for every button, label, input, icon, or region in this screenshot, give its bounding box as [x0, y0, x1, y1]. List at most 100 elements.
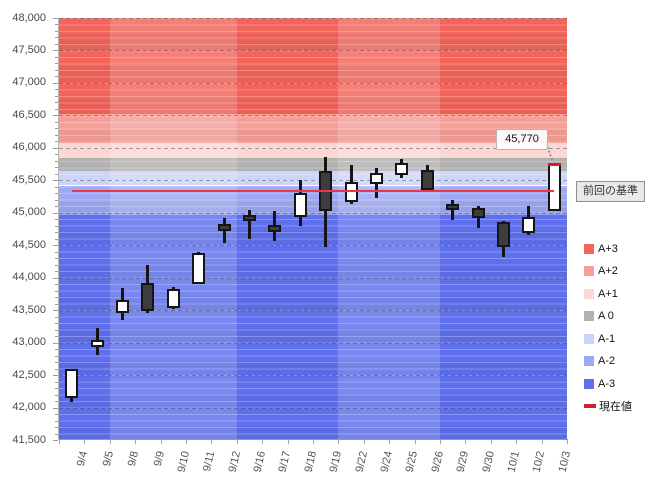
- candle-9-25-body: [395, 163, 409, 176]
- candle-9-5-body: [90, 340, 104, 347]
- y-axis-tick: [53, 277, 58, 279]
- x-axis-label: 10/3: [0, 446, 573, 474]
- legend-item-a0: A 0: [584, 310, 614, 322]
- y-axis-label: 46,000: [12, 141, 46, 154]
- current-value-marker: [547, 162, 561, 166]
- gridline-47500: [59, 50, 567, 52]
- band-a+1: [59, 142, 567, 159]
- x-axis-tick: [262, 440, 264, 444]
- x-axis-tick: [236, 440, 238, 444]
- y-axis-minor-tick: [55, 271, 58, 273]
- legend-color-swatch: [584, 333, 594, 344]
- y-axis-minor-tick: [55, 121, 58, 123]
- legend-item-a+2: A+2: [584, 265, 618, 277]
- y-axis-line: [58, 18, 59, 440]
- gridline-46500: [59, 115, 567, 117]
- legend-label: A-1: [598, 332, 616, 345]
- y-axis-minor-tick: [55, 134, 58, 136]
- y-axis-minor-tick: [55, 232, 58, 234]
- y-axis-label: 43,000: [12, 336, 46, 349]
- y-axis-minor-tick: [55, 30, 58, 32]
- x-axis-tick: [541, 440, 543, 444]
- week-column-2: [109, 18, 237, 440]
- y-axis-minor-tick: [55, 368, 58, 370]
- y-axis-label: 48,000: [12, 11, 46, 24]
- baseline-tag: 前回の基準: [576, 181, 645, 203]
- minor-gridlines: [59, 18, 567, 440]
- y-axis-tick: [53, 50, 58, 52]
- y-axis-minor-tick: [55, 63, 58, 65]
- y-axis-minor-tick: [55, 160, 58, 162]
- x-axis-tick: [440, 440, 441, 444]
- y-axis-label: 45,000: [12, 206, 46, 219]
- gridline-46000: [59, 147, 567, 149]
- y-axis-minor-tick: [55, 225, 58, 227]
- y-axis-tick: [53, 115, 58, 117]
- candle-9-11-body: [192, 253, 206, 284]
- y-axis-minor-tick: [55, 37, 58, 39]
- legend-item-a-3: A-3: [584, 378, 615, 390]
- y-axis-minor-tick: [55, 238, 58, 240]
- y-axis-minor-tick: [55, 290, 58, 292]
- candle-9-17-body: [268, 225, 282, 232]
- y-axis-tick: [53, 147, 58, 149]
- y-axis-tick: [53, 245, 58, 247]
- y-axis-minor-tick: [55, 219, 58, 221]
- y-axis-minor-tick: [55, 102, 58, 104]
- y-axis-minor-tick: [55, 186, 58, 188]
- y-axis-minor-tick: [55, 56, 58, 58]
- candle-9-29-body: [446, 204, 460, 211]
- y-axis-minor-tick: [55, 433, 58, 435]
- band-a0: [59, 158, 567, 171]
- y-axis-minor-tick: [55, 297, 58, 299]
- y-axis-tick: [53, 440, 58, 441]
- y-axis-label: 45,500: [12, 173, 46, 186]
- x-axis-tick: [211, 440, 213, 444]
- legend-color-swatch: [584, 266, 594, 277]
- y-axis-minor-tick: [55, 394, 58, 396]
- y-axis-minor-tick: [55, 264, 58, 266]
- legend-label: A+2: [598, 265, 618, 278]
- y-axis-label: 43,500: [12, 303, 46, 316]
- y-axis-minor-tick: [55, 362, 58, 364]
- y-axis-minor-tick: [55, 316, 58, 318]
- candle-9-24-body: [370, 172, 383, 184]
- x-axis-tick: [84, 440, 86, 444]
- y-axis-minor-tick: [55, 43, 58, 45]
- legend-color-swatch: [584, 244, 594, 254]
- y-axis-label: 41,500: [12, 433, 46, 446]
- x-axis-tick: [465, 440, 467, 444]
- legend-item-a-2: A-2: [584, 355, 615, 367]
- y-axis-minor-tick: [55, 381, 58, 383]
- candle-9-8-body: [116, 299, 129, 313]
- gridline-45500: [59, 180, 567, 182]
- candle-9-26-body: [420, 169, 434, 191]
- candle-9-16-body: [243, 215, 256, 222]
- y-axis-minor-tick: [55, 336, 58, 338]
- gridline-44500: [59, 245, 567, 247]
- x-axis-tick: [363, 440, 365, 444]
- y-axis-minor-tick: [55, 69, 58, 71]
- gridline-48000: [59, 18, 567, 19]
- legend-label: A-2: [598, 355, 616, 368]
- gridline-44000: [59, 277, 567, 279]
- x-axis-tick: [338, 440, 340, 444]
- candle-9-30-body: [471, 208, 485, 218]
- legend-color-swatch: [584, 288, 594, 299]
- y-axis-minor-tick: [55, 258, 58, 260]
- x-axis-tick: [59, 440, 60, 444]
- y-axis-tick: [53, 180, 58, 182]
- x-axis-tick: [287, 440, 289, 444]
- candle-10-2-body: [522, 217, 536, 233]
- x-axis-tick: [135, 440, 137, 444]
- y-axis-minor-tick: [55, 199, 58, 201]
- y-axis-minor-tick: [55, 251, 58, 253]
- legend-label: A-3: [598, 377, 616, 390]
- candle-9-18-body: [293, 192, 307, 218]
- y-axis-minor-tick: [55, 76, 58, 78]
- y-axis-label: 46,500: [12, 108, 46, 121]
- gridline-43500: [59, 310, 567, 312]
- x-axis-tick: [516, 440, 518, 444]
- candle-10-3-body: [547, 162, 561, 212]
